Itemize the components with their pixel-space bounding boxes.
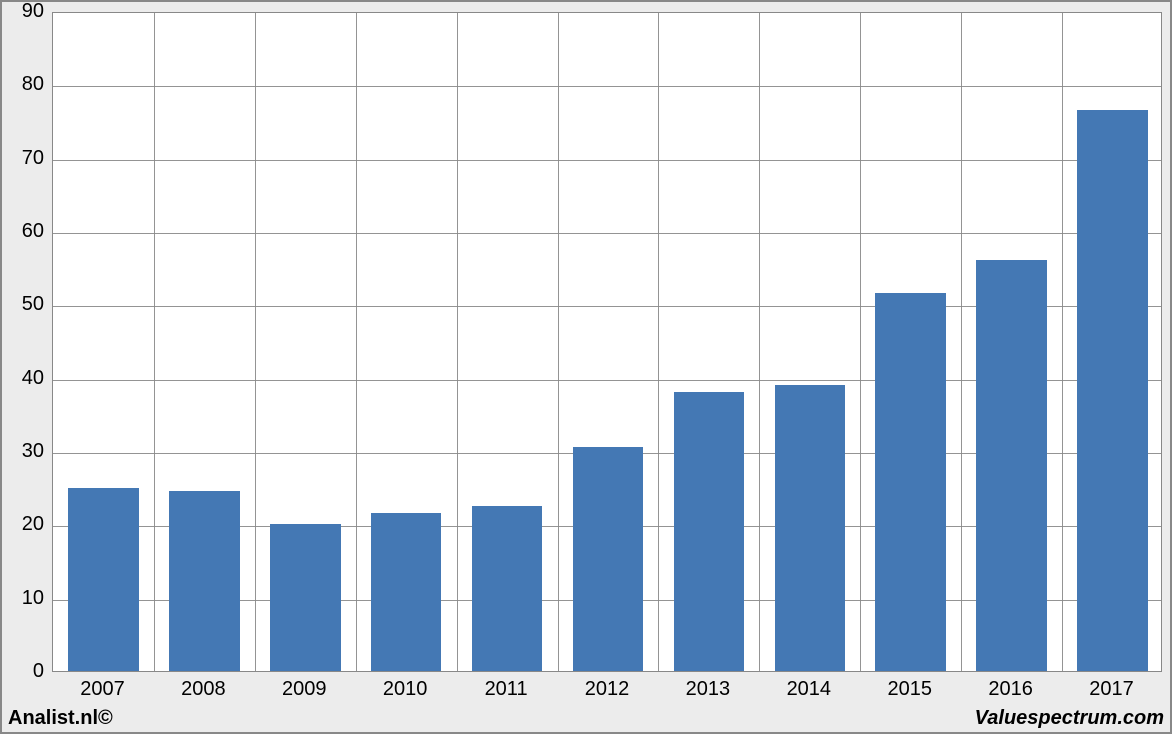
gridline-vertical — [154, 13, 155, 671]
x-tick-label: 2016 — [960, 678, 1061, 701]
gridline-horizontal — [53, 86, 1161, 87]
gridline-vertical — [457, 13, 458, 671]
bar — [68, 488, 139, 671]
footer-attribution-right: Valuespectrum.com — [975, 707, 1164, 730]
x-tick-label: 2011 — [456, 678, 557, 701]
x-tick-label: 2008 — [153, 678, 254, 701]
chart-plot-area — [52, 12, 1162, 672]
gridline-horizontal — [53, 160, 1161, 161]
gridline-vertical — [356, 13, 357, 671]
gridline-vertical — [558, 13, 559, 671]
bar — [976, 260, 1047, 671]
y-tick-label: 0 — [2, 660, 44, 683]
gridline-vertical — [860, 13, 861, 671]
y-tick-label: 80 — [2, 73, 44, 96]
y-tick-label: 60 — [2, 220, 44, 243]
y-tick-label: 50 — [2, 293, 44, 316]
x-tick-label: 2014 — [758, 678, 859, 701]
footer-attribution-left: Analist.nl© — [8, 707, 113, 730]
gridline-vertical — [961, 13, 962, 671]
x-tick-label: 2012 — [557, 678, 658, 701]
x-tick-label: 2017 — [1061, 678, 1162, 701]
bar — [674, 392, 745, 671]
bar — [875, 293, 946, 671]
y-tick-label: 90 — [2, 0, 44, 23]
x-tick-label: 2010 — [355, 678, 456, 701]
x-tick-label: 2015 — [859, 678, 960, 701]
x-tick-label: 2009 — [254, 678, 355, 701]
y-tick-label: 40 — [2, 367, 44, 390]
y-tick-label: 30 — [2, 440, 44, 463]
gridline-vertical — [759, 13, 760, 671]
chart-outer-frame: 0 10 20 30 40 50 60 70 80 90 20072008200920102011… — [0, 0, 1172, 734]
bar — [1077, 110, 1148, 671]
bar — [573, 447, 644, 671]
y-tick-label: 20 — [2, 513, 44, 536]
x-tick-label: 2013 — [657, 678, 758, 701]
x-tick-label: 2007 — [52, 678, 153, 701]
bar — [270, 524, 341, 671]
y-tick-label: 70 — [2, 147, 44, 170]
bar — [371, 513, 442, 671]
bar — [775, 385, 846, 671]
gridline-vertical — [658, 13, 659, 671]
bar — [169, 491, 240, 671]
bar — [472, 506, 543, 671]
gridline-vertical — [255, 13, 256, 671]
y-tick-label: 10 — [2, 587, 44, 610]
gridline-horizontal — [53, 233, 1161, 234]
gridline-vertical — [1062, 13, 1063, 671]
